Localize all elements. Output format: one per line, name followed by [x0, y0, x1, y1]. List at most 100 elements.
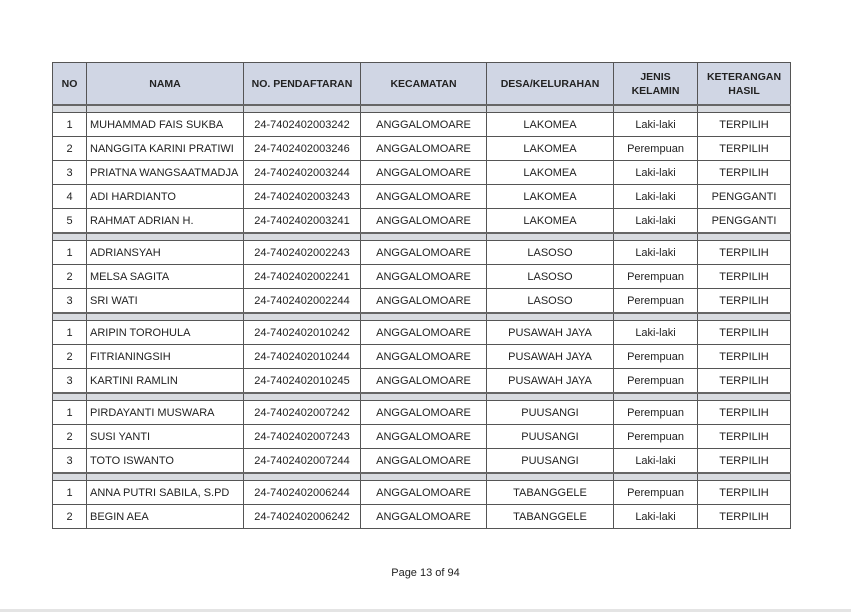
group-separator — [52, 104, 791, 113]
cell-desa: LAKOMEA — [486, 208, 614, 234]
cell-keterangan: PENGGANTI — [697, 208, 791, 234]
cell-no-pendaftaran: 24-7402402010245 — [243, 368, 361, 394]
group-separator — [52, 312, 791, 321]
cell-jenis-kelamin: Perempuan — [613, 264, 698, 289]
separator-cell — [243, 312, 361, 321]
separator-cell — [52, 104, 87, 113]
separator-cell — [52, 312, 87, 321]
cell-nama: NANGGITA KARINI PRATIWI — [86, 136, 244, 161]
cell-jenis-kelamin: Laki-laki — [613, 208, 698, 234]
separator-cell — [613, 392, 698, 401]
header-kecamatan: KECAMATAN — [360, 62, 487, 106]
header-keterangan-hasil: KETERANGAN HASIL — [697, 62, 791, 106]
cell-jenis-kelamin: Laki-laki — [613, 320, 698, 345]
separator-cell — [486, 472, 614, 481]
cell-keterangan: TERPILIH — [697, 448, 791, 474]
separator-cell — [243, 472, 361, 481]
cell-desa: LAKOMEA — [486, 112, 614, 137]
cell-keterangan: TERPILIH — [697, 400, 791, 425]
cell-nama: TOTO ISWANTO — [86, 448, 244, 474]
cell-jenis-kelamin: Perempuan — [613, 288, 698, 314]
cell-no: 3 — [52, 368, 87, 394]
cell-kecamatan: ANGGALOMOARE — [360, 184, 487, 209]
cell-nama: PIRDAYANTI MUSWARA — [86, 400, 244, 425]
cell-no-pendaftaran: 24-7402402003244 — [243, 160, 361, 185]
cell-nama: ARIPIN TOROHULA — [86, 320, 244, 345]
cell-nama: ANNA PUTRI SABILA, S.PD — [86, 480, 244, 505]
separator-cell — [697, 472, 791, 481]
separator-cell — [243, 104, 361, 113]
cell-keterangan: TERPILIH — [697, 112, 791, 137]
cell-jenis-kelamin: Perempuan — [613, 368, 698, 394]
cell-keterangan: TERPILIH — [697, 320, 791, 345]
cell-no-pendaftaran: 24-7402402002243 — [243, 240, 361, 265]
scan-edge — [0, 609, 851, 612]
separator-cell — [613, 232, 698, 241]
cell-no: 1 — [52, 320, 87, 345]
header-no: NO — [52, 62, 87, 106]
cell-nama: ADI HARDIANTO — [86, 184, 244, 209]
separator-cell — [86, 312, 244, 321]
cell-kecamatan: ANGGALOMOARE — [360, 240, 487, 265]
cell-kecamatan: ANGGALOMOARE — [360, 264, 487, 289]
group-separator — [52, 392, 791, 401]
cell-no: 2 — [52, 504, 87, 529]
cell-desa: PUSAWAH JAYA — [486, 320, 614, 345]
cell-no-pendaftaran: 24-7402402007242 — [243, 400, 361, 425]
table-row: 1 ARIPIN TOROHULA 24-7402402010242 ANGGALOM… — [52, 320, 791, 345]
separator-cell — [613, 104, 698, 113]
cell-desa: LAKOMEA — [486, 136, 614, 161]
header-no-pendaftaran: NO. PENDAFTARAN — [243, 62, 361, 106]
separator-cell — [360, 312, 487, 321]
cell-kecamatan: ANGGALOMOARE — [360, 424, 487, 449]
cell-nama: MUHAMMAD FAIS SUKBA — [86, 112, 244, 137]
cell-desa: PUUSANGI — [486, 448, 614, 474]
separator-cell — [52, 472, 87, 481]
cell-no: 3 — [52, 288, 87, 314]
cell-no-pendaftaran: 24-7402402002244 — [243, 288, 361, 314]
cell-desa: LASOSO — [486, 288, 614, 314]
separator-cell — [697, 312, 791, 321]
cell-kecamatan: ANGGALOMOARE — [360, 480, 487, 505]
separator-cell — [486, 392, 614, 401]
separator-cell — [613, 472, 698, 481]
cell-no-pendaftaran: 24-7402402010244 — [243, 344, 361, 369]
header-desa-kelurahan: DESA/KELURAHAN — [486, 62, 614, 106]
cell-desa: PUSAWAH JAYA — [486, 368, 614, 394]
header-row: NO NAMA NO. PENDAFTARAN KECAMATAN DESA/K… — [52, 62, 791, 106]
table-row: 3 TOTO ISWANTO 24-7402402007244 ANGGALOMOAR… — [52, 448, 791, 474]
cell-nama: BEGIN AEA — [86, 504, 244, 529]
cell-jenis-kelamin: Laki-laki — [613, 448, 698, 474]
cell-nama: FITRIANINGSIH — [86, 344, 244, 369]
header-nama: NAMA — [86, 62, 244, 106]
table-row: 2 BEGIN AEA 24-7402402006242 ANGGALOMOARE TA… — [52, 504, 791, 529]
separator-cell — [360, 104, 487, 113]
cell-no: 1 — [52, 112, 87, 137]
cell-no: 2 — [52, 136, 87, 161]
cell-nama: MELSA SAGITA — [86, 264, 244, 289]
cell-no: 2 — [52, 424, 87, 449]
cell-keterangan: PENGGANTI — [697, 184, 791, 209]
table-row: 2 NANGGITA KARINI PRATIWI 24-7402402003246… — [52, 136, 791, 161]
separator-cell — [613, 312, 698, 321]
cell-no: 2 — [52, 264, 87, 289]
cell-no-pendaftaran: 24-7402402007243 — [243, 424, 361, 449]
separator-cell — [486, 312, 614, 321]
cell-no-pendaftaran: 24-7402402002241 — [243, 264, 361, 289]
cell-kecamatan: ANGGALOMOARE — [360, 400, 487, 425]
cell-no-pendaftaran: 24-7402402003243 — [243, 184, 361, 209]
cell-nama: SRI WATI — [86, 288, 244, 314]
table-row: 3 SRI WATI 24-7402402002244 ANGGALOMOARE LAS… — [52, 288, 791, 314]
cell-jenis-kelamin: Laki-laki — [613, 112, 698, 137]
cell-keterangan: TERPILIH — [697, 504, 791, 529]
separator-cell — [360, 392, 487, 401]
cell-no-pendaftaran: 24-7402402003242 — [243, 112, 361, 137]
table-row: 1 MUHAMMAD FAIS SUKBA 24-7402402003242 ANGG… — [52, 112, 791, 137]
cell-kecamatan: ANGGALOMOARE — [360, 320, 487, 345]
cell-no: 5 — [52, 208, 87, 234]
table-row: 2 FITRIANINGSIH 24-7402402010244 ANGGALOMOA… — [52, 344, 791, 369]
cell-desa: TABANGGELE — [486, 480, 614, 505]
cell-no-pendaftaran: 24-7402402010242 — [243, 320, 361, 345]
table-row: 5 RAHMAT ADRIAN H. 24-7402402003241 ANGGALO… — [52, 208, 791, 234]
group-separator — [52, 232, 791, 241]
